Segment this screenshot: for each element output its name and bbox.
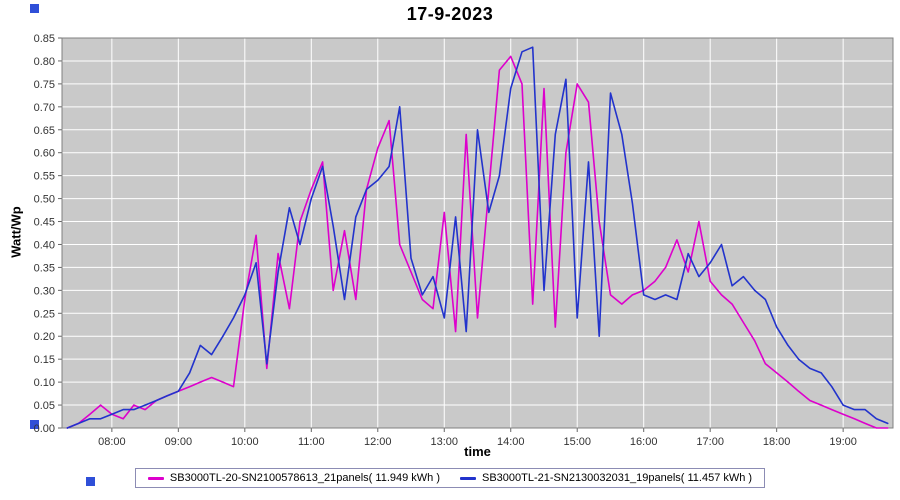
series-line-2 — [66, 46, 889, 429]
chart-title: 17-9-2023 — [406, 4, 494, 24]
x-tick-label: 14:00 — [497, 436, 525, 448]
y-tick-label: 0.15 — [34, 354, 55, 366]
y-tick-label: 0.10 — [34, 377, 55, 389]
y-tick-label: 0.30 — [34, 285, 55, 297]
y-tick-label: 0.60 — [34, 148, 55, 160]
y-tick-label: 0.65 — [34, 125, 55, 137]
plot-border — [61, 37, 894, 429]
series1-line-swatch — [147, 476, 164, 480]
x-tick-label: 16:00 — [630, 436, 658, 448]
y-tick-label: 0.70 — [34, 102, 55, 114]
chart-plot-area[interactable]: 0.00 0.05 0.10 0.15 0.20 0.25 0.30 0.35 0.40 0.45… — [0, 0, 900, 465]
x-tick-label: 09:00 — [165, 436, 193, 448]
legend-entry-series2: SB3000TL-21-SN2130032031_19panels( 11.45… — [460, 472, 752, 484]
y-tick-label: 0.50 — [34, 194, 55, 206]
y-axis-label: Watt/Wp — [8, 206, 24, 258]
series2-line-swatch — [460, 476, 476, 480]
x-tick-label: 12:00 — [364, 436, 392, 448]
x-tick-label: 17:00 — [696, 436, 724, 448]
series-line-1 — [66, 55, 889, 429]
y-tick-label: 0.40 — [34, 239, 55, 251]
y-tick-label: 0.05 — [34, 400, 55, 412]
y-tick-label: 0.20 — [34, 331, 55, 343]
resize-handle-top-left[interactable] — [30, 4, 39, 13]
x-tick-label: 18:00 — [763, 436, 791, 448]
legend-label-series1: SB3000TL-20-SN2100578613_21panels( 11.94… — [169, 472, 440, 484]
legend-box: SB3000TL-20-SN2100578613_21panels( 11.94… — [134, 468, 766, 488]
legend-label-series2: SB3000TL-21-SN2130032031_19panels( 11.45… — [482, 472, 753, 484]
x-tick-label: 13:00 — [430, 436, 458, 448]
x-tick-label: 08:00 — [98, 436, 126, 448]
y-tick-label: 0.75 — [34, 79, 55, 91]
resize-handle-bottom-left[interactable] — [30, 420, 39, 429]
resize-handle-legend[interactable] — [86, 477, 95, 486]
y-tick-label: 0.55 — [34, 171, 55, 183]
y-tick-label: 0.85 — [34, 33, 55, 45]
plot-background — [62, 38, 893, 428]
y-tick-label: 0.45 — [34, 217, 55, 229]
x-tick-label: 10:00 — [231, 436, 259, 448]
legend-entry-series1: SB3000TL-20-SN2100578613_21panels( 11.94… — [147, 472, 440, 484]
x-tick-label: 11:00 — [298, 436, 325, 448]
y-tick-label: 0.80 — [34, 56, 55, 68]
y-tick-label: 0.00 — [34, 423, 55, 435]
y-tick-label: 0.25 — [34, 308, 55, 320]
y-tick-label: 0.35 — [34, 262, 55, 274]
legend: SB3000TL-20-SN2100578613_21panels( 11.94… — [0, 468, 900, 488]
x-tick-label: 15:00 — [563, 436, 591, 448]
x-tick-label: 19:00 — [829, 436, 857, 448]
x-axis-label: time — [464, 444, 491, 459]
